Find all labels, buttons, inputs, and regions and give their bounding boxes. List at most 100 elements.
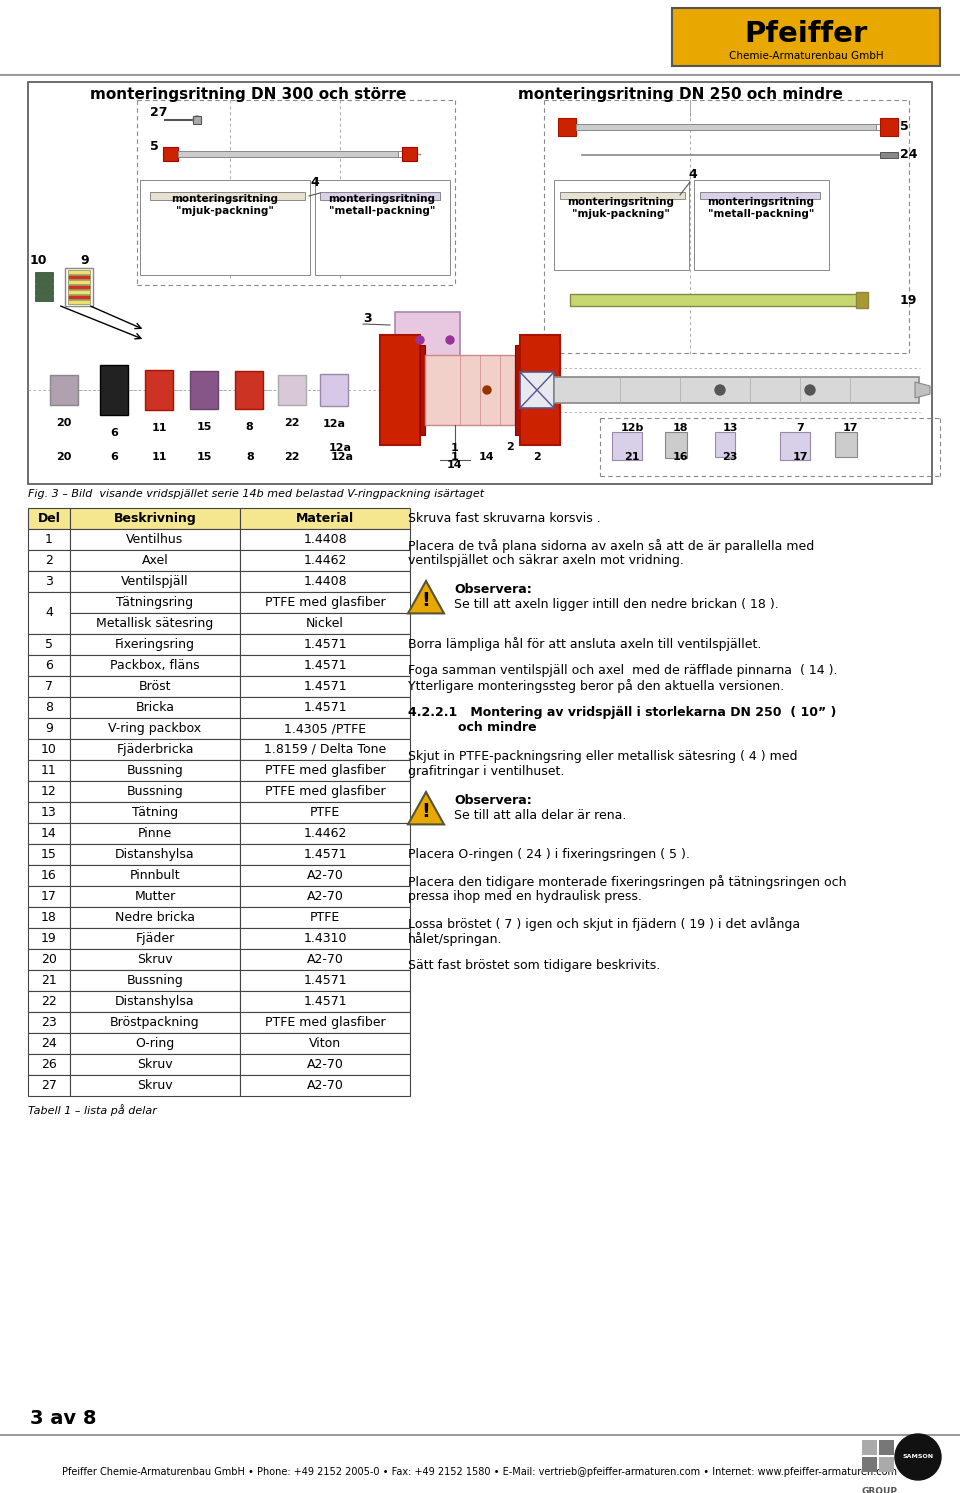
FancyBboxPatch shape (715, 431, 735, 457)
Text: 1.4571: 1.4571 (303, 638, 347, 651)
Text: 19: 19 (900, 294, 918, 306)
FancyBboxPatch shape (70, 844, 240, 864)
Text: 1.4305 /PTFE: 1.4305 /PTFE (284, 723, 366, 735)
Circle shape (483, 387, 491, 394)
FancyBboxPatch shape (240, 802, 410, 823)
Circle shape (715, 385, 725, 396)
Text: och mindre: och mindre (458, 721, 537, 735)
Text: 2: 2 (506, 442, 514, 452)
Text: !: ! (421, 591, 430, 611)
Text: Bröst: Bröst (139, 679, 171, 693)
Text: Tätningsring: Tätningsring (116, 596, 194, 609)
FancyBboxPatch shape (28, 823, 70, 844)
FancyBboxPatch shape (28, 676, 70, 697)
Text: Metallisk sätesring: Metallisk sätesring (96, 617, 214, 630)
Text: PTFE: PTFE (310, 806, 340, 820)
Text: 26: 26 (41, 1059, 57, 1070)
Text: Pinnbult: Pinnbult (130, 869, 180, 882)
Circle shape (193, 116, 201, 124)
Text: 3: 3 (363, 312, 372, 324)
Bar (193, 116, 201, 124)
FancyBboxPatch shape (665, 431, 687, 458)
Text: 3 av 8: 3 av 8 (30, 1408, 97, 1427)
FancyBboxPatch shape (28, 885, 70, 908)
FancyBboxPatch shape (35, 284, 53, 290)
FancyBboxPatch shape (876, 124, 880, 130)
Text: 20: 20 (57, 452, 72, 461)
FancyBboxPatch shape (240, 885, 410, 908)
FancyBboxPatch shape (835, 431, 857, 457)
FancyBboxPatch shape (28, 1075, 70, 1096)
Text: 9: 9 (81, 254, 89, 266)
FancyBboxPatch shape (70, 1075, 240, 1096)
Polygon shape (915, 382, 930, 399)
FancyBboxPatch shape (70, 1012, 240, 1033)
Text: 22: 22 (41, 994, 57, 1008)
Text: 19: 19 (41, 932, 57, 945)
Text: Sätt fast bröstet som tidigare beskrivits.: Sätt fast bröstet som tidigare beskrivit… (408, 959, 660, 972)
Text: Foga samman ventilspjäll och axel  med de räfflade pinnarna  ( 14 ).: Foga samman ventilspjäll och axel med de… (408, 664, 837, 676)
FancyBboxPatch shape (240, 655, 410, 676)
Text: 1.4310: 1.4310 (303, 932, 347, 945)
FancyBboxPatch shape (70, 908, 240, 929)
FancyBboxPatch shape (68, 290, 90, 294)
FancyBboxPatch shape (70, 823, 240, 844)
Text: Skjut in PTFE-packningsring eller metallisk sätesring ( 4 ) med: Skjut in PTFE-packningsring eller metall… (408, 749, 798, 763)
Text: Ytterligare monteringssteg beror på den aktuella versionen.: Ytterligare monteringssteg beror på den … (408, 679, 784, 693)
FancyBboxPatch shape (28, 739, 70, 760)
Text: 18: 18 (672, 423, 687, 433)
FancyBboxPatch shape (240, 676, 410, 697)
FancyBboxPatch shape (68, 281, 90, 284)
Text: 4: 4 (45, 606, 53, 620)
FancyBboxPatch shape (190, 370, 218, 409)
FancyBboxPatch shape (315, 181, 450, 275)
Text: 1: 1 (451, 443, 459, 452)
Text: 1.4571: 1.4571 (303, 658, 347, 672)
Text: A2-70: A2-70 (306, 953, 344, 966)
FancyBboxPatch shape (240, 1033, 410, 1054)
Text: Nedre bricka: Nedre bricka (115, 911, 195, 924)
FancyBboxPatch shape (240, 718, 410, 739)
Text: 1.4462: 1.4462 (303, 827, 347, 841)
Text: Beskrivning: Beskrivning (113, 512, 197, 526)
FancyBboxPatch shape (28, 635, 70, 655)
Text: 13: 13 (722, 423, 737, 433)
Text: 6: 6 (110, 452, 118, 461)
Polygon shape (408, 581, 444, 614)
FancyBboxPatch shape (700, 193, 820, 199)
FancyBboxPatch shape (70, 929, 240, 950)
Text: Lossa bröstet ( 7 ) igen och skjut in fjädern ( 19 ) i det avlånga: Lossa bröstet ( 7 ) igen och skjut in fj… (408, 917, 800, 932)
FancyBboxPatch shape (70, 760, 240, 781)
Text: Se till att alla delar är rena.: Se till att alla delar är rena. (454, 809, 626, 823)
FancyBboxPatch shape (70, 802, 240, 823)
FancyBboxPatch shape (240, 570, 410, 593)
FancyBboxPatch shape (380, 334, 420, 445)
FancyBboxPatch shape (240, 697, 410, 718)
Polygon shape (408, 791, 444, 824)
FancyBboxPatch shape (240, 549, 410, 570)
Text: !: ! (421, 802, 430, 821)
Text: 2: 2 (533, 452, 540, 461)
Text: Del: Del (37, 512, 60, 526)
FancyBboxPatch shape (240, 844, 410, 864)
Text: 21: 21 (41, 973, 57, 987)
Text: PTFE med glasfiber: PTFE med glasfiber (265, 764, 385, 776)
Text: 1.4571: 1.4571 (303, 679, 347, 693)
Text: 1.4571: 1.4571 (303, 994, 347, 1008)
Text: PTFE med glasfiber: PTFE med glasfiber (265, 785, 385, 797)
FancyBboxPatch shape (28, 929, 70, 950)
FancyBboxPatch shape (150, 193, 305, 200)
FancyBboxPatch shape (240, 1012, 410, 1033)
Text: Bussning: Bussning (127, 785, 183, 797)
Text: ventilspjället och säkrar axeln mot vridning.: ventilspjället och säkrar axeln mot vrid… (408, 554, 684, 567)
FancyBboxPatch shape (70, 676, 240, 697)
FancyBboxPatch shape (35, 290, 53, 296)
FancyBboxPatch shape (68, 296, 90, 299)
Text: 8: 8 (246, 452, 253, 461)
FancyBboxPatch shape (240, 739, 410, 760)
FancyBboxPatch shape (28, 950, 70, 970)
Text: Axel: Axel (142, 554, 168, 567)
Text: 23: 23 (722, 452, 737, 461)
Text: Placera O-ringen ( 24 ) i fixeringsringen ( 5 ).: Placera O-ringen ( 24 ) i fixeringsringe… (408, 848, 690, 861)
FancyBboxPatch shape (240, 823, 410, 844)
